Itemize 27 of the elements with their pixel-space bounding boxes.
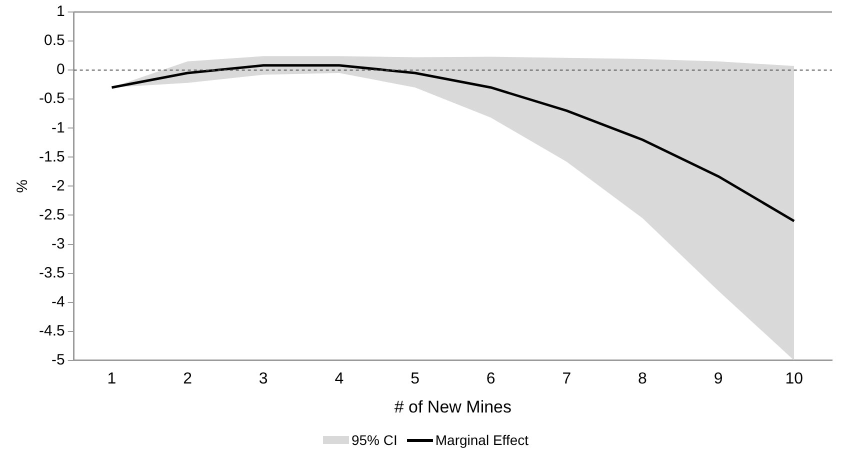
legend-label: Marginal Effect: [435, 432, 529, 448]
x-tick-label: 7: [562, 370, 572, 388]
y-tick-label: 0.5: [44, 32, 65, 50]
text: 95% CI: [351, 432, 398, 448]
y-tick-label: 1: [56, 3, 65, 20]
y-tick-label: -5: [52, 352, 65, 369]
x-tick-label: 1: [107, 370, 116, 388]
x-tick-label: 5: [410, 370, 420, 388]
y-tick-label: -1.5: [38, 148, 65, 166]
y-tick-label: -2.5: [38, 206, 65, 224]
y-tick-label: -4: [52, 293, 65, 310]
x-tick-label: 8: [638, 370, 648, 388]
y-tick-label: -4.5: [38, 322, 65, 340]
y-tick-label: -0.5: [38, 90, 65, 108]
x-tick-label: 6: [486, 370, 496, 388]
y-tick-label: -3: [52, 235, 65, 252]
x-tick-label: 2: [183, 370, 192, 388]
x-tick-label: 10: [785, 370, 804, 388]
y-tick-label: 0: [56, 61, 65, 78]
y-tick-label: -2: [52, 177, 65, 194]
x-tick-label: 4: [334, 370, 344, 388]
y-tick-label: -3.5: [38, 264, 65, 282]
x-tick-label: 9: [714, 370, 723, 388]
x-axis-title: # of New Mines: [394, 397, 512, 416]
y-tick-label: -1: [52, 119, 65, 136]
y-axis-title: %: [14, 180, 32, 193]
x-tick-label: 3: [258, 370, 268, 388]
